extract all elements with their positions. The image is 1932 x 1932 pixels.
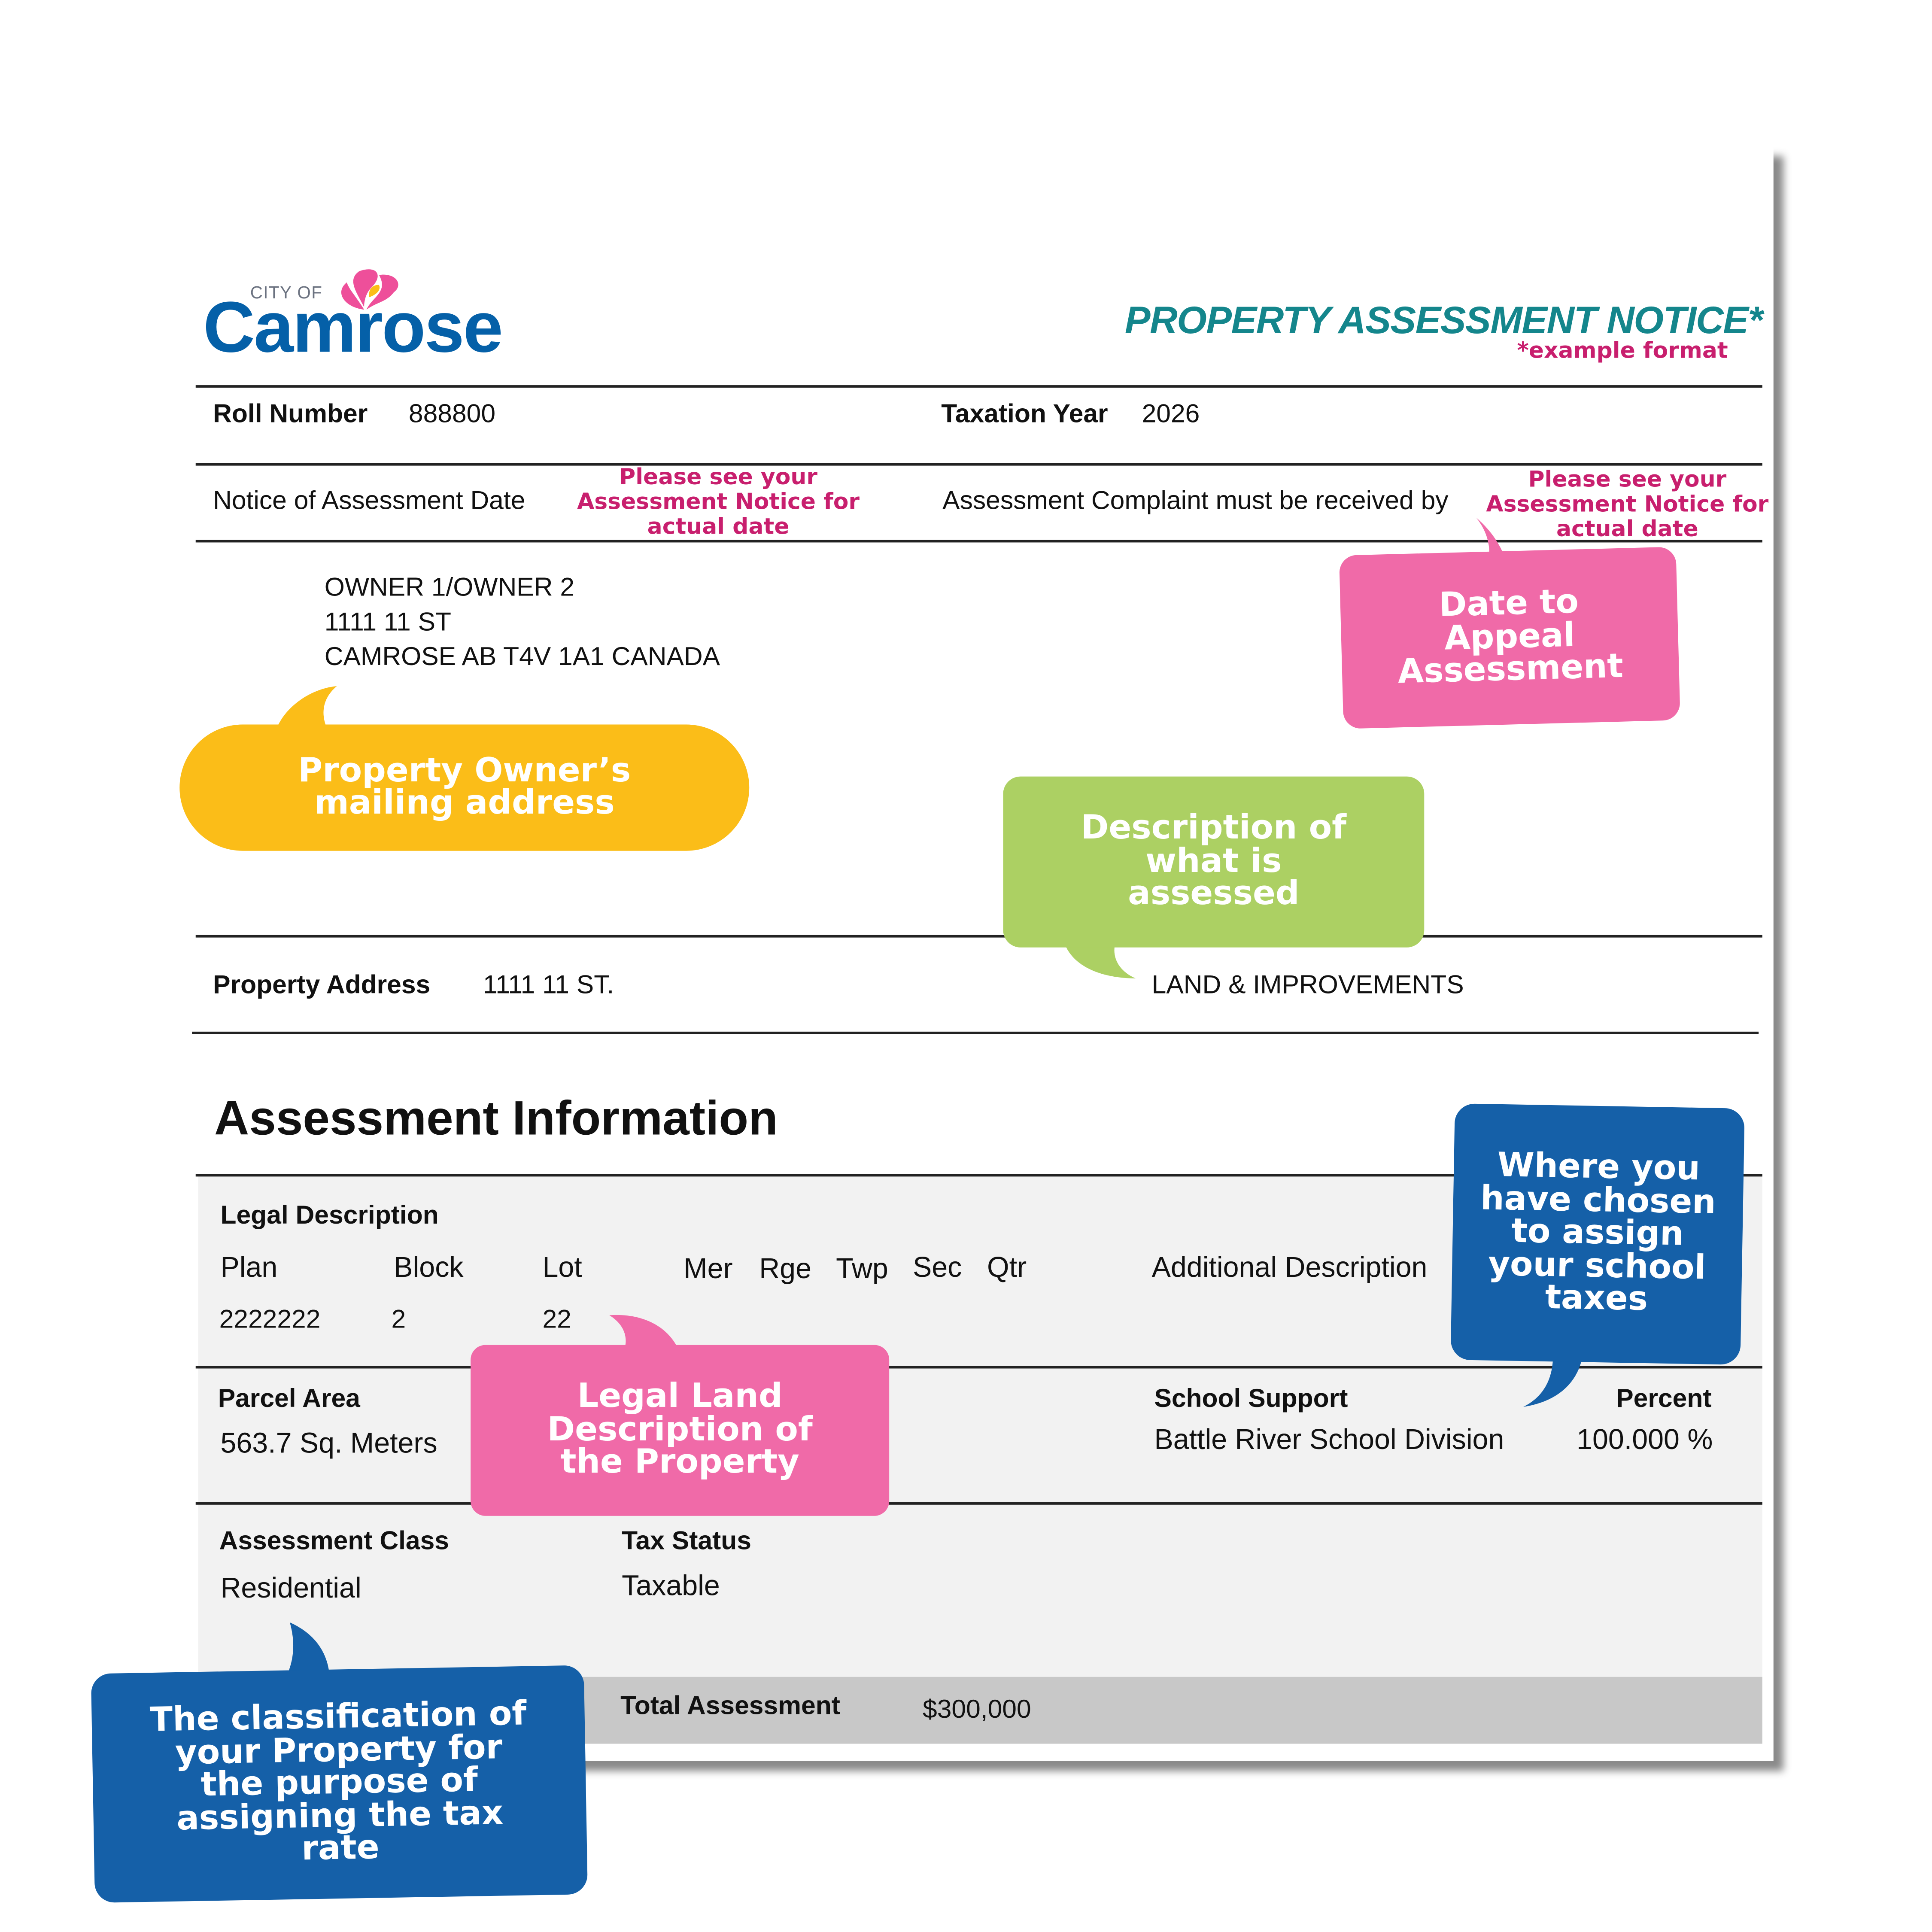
parcel-area-value: 563.7 Sq. Meters [220,1427,437,1459]
classification-callout-text: The classification of your Property for … [149,1695,527,1869]
block-value: 2 [391,1305,406,1334]
roll-number-value: 888800 [408,400,496,429]
col-mer: Mer [683,1252,733,1285]
logo-city-of: CITY OF [250,282,323,302]
total-assessment-label: Total Assessment [620,1692,840,1720]
col-rge: Rge [759,1252,811,1285]
tax-status-value: Taxable [622,1569,720,1601]
col-lot: Lot [542,1251,582,1283]
classification-callout-tail [287,1622,330,1674]
assessment-class-value: Residential [220,1571,361,1604]
assessment-class-label: Assessment Class [219,1527,449,1556]
appeal-callout-tail [1476,517,1506,560]
complaint-deadline-label: Assessment Complaint must be received by [942,486,1449,515]
complaint-deadline-value: Please see your Assessment Notice for ac… [1486,467,1769,543]
school-support-value: Battle River School Division [1154,1423,1504,1455]
legal-callout: Legal Land Description of the Property [471,1345,890,1516]
description-callout-text: Description of what is assessed [1081,809,1347,913]
percent-value: 100.000 % [1577,1423,1713,1455]
appeal-callout-text: Date to Appeal Assessment [1397,583,1624,692]
page-title: PROPERTY ASSESSMENT NOTICE* [1124,298,1763,342]
taxation-year-value: 2026 [1142,400,1200,429]
legal-callout-text: Legal Land Description of the Property [547,1377,813,1482]
lot-value: 22 [542,1305,571,1334]
property-type-value: LAND & IMPROVEMENTS [1151,971,1464,999]
divider [195,1502,1762,1504]
legal-callout-tail [609,1315,679,1350]
percent-label: Percent [1616,1384,1712,1413]
description-callout-tail [1063,941,1136,978]
divider [195,540,1762,543]
legal-description-label: Legal Description [220,1201,439,1230]
notice-date-value: Please see your Assessment Notice for ac… [577,464,860,540]
roll-number-label: Roll Number [213,400,368,429]
description-callout: Description of what is assessed [1003,776,1425,948]
owner-callout: Property Owner’s mailing address [179,724,750,851]
school-callout-tail [1523,1355,1583,1407]
school-callout: Where you have chosen to assign your sch… [1450,1103,1745,1365]
col-additional-description: Additional Description [1151,1251,1428,1283]
plan-value: 2222222 [219,1305,321,1334]
divider [195,1174,1762,1176]
assessment-heading: Assessment Information [214,1092,778,1146]
owner-callout-text: Property Owner’s mailing address [298,751,631,823]
owner-line-1: OWNER 1/OWNER 2 [324,573,575,602]
appeal-callout: Date to Appeal Assessment [1339,547,1680,729]
property-address-label: Property Address [213,971,431,999]
divider [192,1031,1759,1034]
page-subtitle: *example format [1517,338,1728,365]
col-plan: Plan [220,1251,278,1283]
logo-name: Camrose [203,287,503,368]
notice-date-label: Notice of Assessment Date [213,486,526,515]
total-assessment-value: $300,000 [923,1695,1031,1724]
property-address-value: 1111 11 ST. [483,971,614,999]
school-support-label: School Support [1154,1384,1348,1413]
classification-callout: The classification of your Property for … [91,1665,588,1903]
flower-icon [341,269,398,310]
col-block: Block [394,1251,464,1283]
tax-status-label: Tax Status [622,1527,751,1556]
divider [195,935,1762,938]
col-twp: Twp [836,1252,888,1285]
taxation-year-label: Taxation Year [941,400,1108,429]
parcel-area-label: Parcel Area [218,1384,360,1413]
divider [195,463,1762,466]
owner-line-3: CAMROSE AB T4V 1A1 CANADA [324,643,720,671]
owner-callout-tail [275,686,337,733]
divider [195,385,1762,388]
school-callout-text: Where you have chosen to assign your sch… [1480,1146,1716,1319]
divider [195,1366,1762,1368]
col-qtr: Qtr [987,1251,1027,1283]
owner-line-2: 1111 11 ST [324,608,452,637]
col-sec: Sec [912,1251,962,1283]
